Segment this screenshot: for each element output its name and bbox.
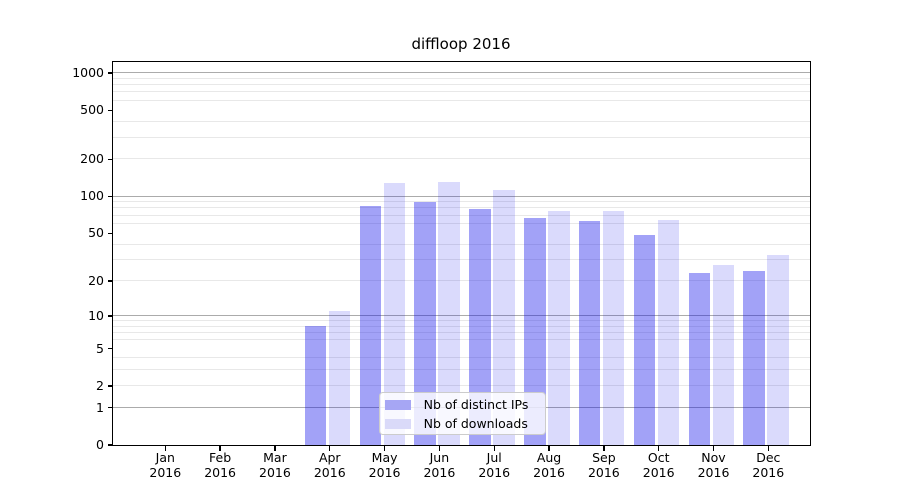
minor-gridline (112, 214, 810, 216)
y-tick-mark (107, 109, 112, 111)
y-tick-label: 50 (88, 225, 104, 241)
legend-swatch-downloads (384, 418, 411, 430)
bar-downloads-apr (328, 310, 351, 445)
y-tick-mark (107, 232, 112, 234)
bar-ips-jul (469, 208, 491, 445)
y-tick-label: 5 (96, 340, 104, 356)
y-tick-label: 0 (96, 437, 104, 452)
x-tick-label: Jul 2016 (478, 450, 511, 480)
y-tick-label: 1 (96, 399, 104, 415)
x-tick-mark (219, 446, 221, 451)
minor-gridline (112, 244, 810, 246)
x-tick-label: Mar 2016 (259, 450, 291, 480)
legend-swatch-ips (384, 399, 411, 411)
bar-downloads-jul (493, 190, 515, 445)
x-tick-label: Jan 2016 (149, 450, 182, 480)
x-tick-label: Nov 2016 (697, 450, 730, 480)
y-tick-label: 200 (80, 151, 104, 167)
minor-gridline (112, 91, 810, 93)
y-tick-mark (107, 444, 112, 446)
minor-gridline (112, 201, 810, 203)
x-tick-mark (603, 446, 605, 451)
bar-ips-nov (688, 273, 711, 445)
bar-downloads-oct (657, 219, 680, 445)
x-tick-mark (712, 446, 715, 451)
minor-gridline (112, 339, 810, 341)
bar-ips-may (359, 205, 382, 445)
y-tick-mark (107, 347, 112, 350)
x-tick-label: Jun 2016 (423, 450, 456, 480)
bar-ips-jun (414, 201, 436, 445)
minor-gridline (112, 369, 810, 371)
minor-gridline (112, 222, 810, 224)
y-tick-mark (107, 72, 112, 74)
y-tick-mark (107, 280, 112, 282)
y-tick-label: 20 (88, 273, 104, 289)
bar-ips-sep (578, 221, 601, 445)
x-tick-label: Oct 2016 (642, 450, 675, 480)
y-tick-mark (107, 158, 112, 161)
y-tick-label: 1000 (72, 64, 104, 80)
x-tick-label: Feb 2016 (204, 450, 237, 480)
x-tick-label: May 2016 (368, 450, 401, 480)
minor-gridline (112, 121, 810, 123)
minor-gridline (112, 332, 810, 334)
bar-ips-apr (304, 326, 327, 445)
legend-row: Nb of distinct IPs (384, 396, 540, 415)
y-tick-mark (107, 315, 112, 317)
minor-gridline (112, 325, 810, 327)
legend: Nb of distinct IPs Nb of downloads (378, 391, 546, 435)
minor-gridline (112, 136, 810, 138)
x-tick-label: Apr 2016 (313, 450, 346, 480)
y-tick-label: 10 (88, 307, 104, 323)
legend-row: Nb of downloads (384, 415, 540, 434)
x-tick-label: Dec 2016 (752, 450, 785, 480)
major-gridline (112, 72, 810, 74)
minor-gridline (112, 99, 810, 101)
x-tick-mark (493, 446, 495, 451)
x-tick-mark (767, 446, 769, 451)
x-tick-mark (383, 446, 386, 451)
y-tick-mark (107, 406, 112, 409)
y-tick-label: 500 (80, 102, 104, 118)
bar-downloads-jun (438, 181, 460, 445)
bar-ips-dec (743, 271, 765, 445)
minor-gridline (112, 357, 810, 359)
x-tick-mark (274, 446, 276, 451)
chart-title: diffloop 2016 (411, 35, 511, 53)
bar-downloads-may (383, 182, 406, 445)
minor-gridline (112, 207, 810, 209)
bar-ips-aug (524, 218, 546, 445)
x-tick-mark (438, 446, 441, 451)
legend-label: Nb of distinct IPs (423, 397, 529, 413)
bar-ips-oct (633, 235, 656, 445)
y-tick-mark (107, 195, 112, 198)
minor-gridline (112, 259, 810, 261)
x-tick-label: Sep 2016 (587, 450, 620, 480)
y-tick-label: 2 (96, 377, 104, 393)
minor-gridline (112, 158, 810, 160)
major-gridline (112, 314, 810, 316)
x-tick-mark (657, 446, 660, 451)
minor-gridline (112, 280, 810, 282)
x-tick-mark (164, 446, 166, 451)
plot-area: Nb of distinct IPs Nb of downloads (111, 60, 812, 447)
minor-gridline (112, 320, 810, 322)
bar-downloads-dec (767, 254, 789, 445)
y-tick-mark (107, 385, 112, 387)
minor-gridline (112, 77, 810, 79)
legend-label: Nb of downloads (423, 416, 528, 432)
x-tick-label: Aug 2016 (533, 450, 565, 480)
minor-gridline (112, 384, 810, 386)
minor-gridline (112, 84, 810, 86)
bar-downloads-sep (602, 211, 625, 445)
major-gridline (112, 195, 810, 197)
y-tick-label: 100 (80, 188, 104, 204)
x-tick-mark (548, 446, 550, 451)
bar-downloads-aug (548, 210, 570, 445)
x-tick-mark (329, 446, 331, 451)
bar-downloads-nov (712, 265, 735, 445)
